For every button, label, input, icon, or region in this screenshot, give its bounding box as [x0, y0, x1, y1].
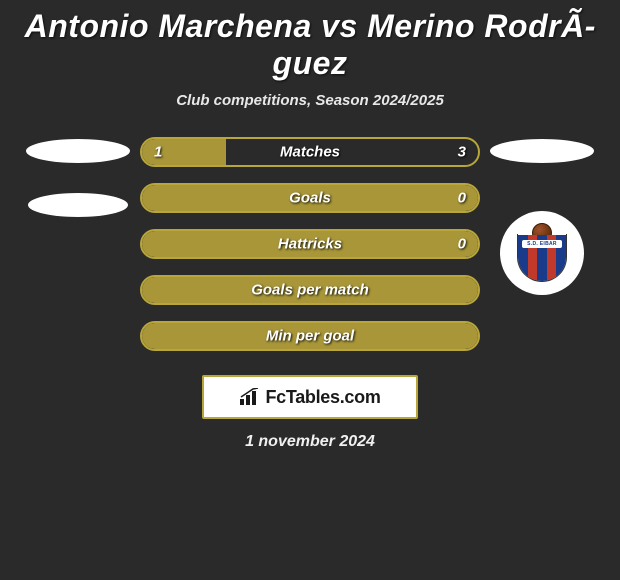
date-label: 1 november 2024: [8, 433, 612, 451]
bar-value-left: 1: [154, 144, 162, 161]
team-b-badge: S.D. EIBAR: [500, 211, 584, 295]
bar-chart-icon: [239, 388, 261, 406]
stat-bar: Matches 1 3: [140, 137, 480, 167]
bar-value-right: 3: [458, 144, 466, 161]
eibar-shield-icon: S.D. EIBAR: [518, 225, 566, 281]
team-b-flag-placeholder: [490, 139, 594, 163]
watermark-text: FcTables.com: [265, 387, 380, 408]
stat-bar: Goals 0: [140, 183, 480, 213]
watermark-box: FcTables.com: [202, 375, 418, 419]
shield-banner-text: S.D. EIBAR: [522, 240, 562, 248]
bar-label: Goals per match: [251, 282, 369, 299]
bar-label: Min per goal: [266, 328, 354, 345]
bar-label: Matches: [280, 144, 340, 161]
bar-label: Hattricks: [278, 236, 342, 253]
stat-bar: Goals per match: [140, 275, 480, 305]
stat-bar: Hattricks 0: [140, 229, 480, 259]
right-team-column: S.D. EIBAR: [482, 137, 602, 295]
stat-bar: Min per goal: [140, 321, 480, 351]
team-a-badge-placeholder: [28, 193, 128, 217]
stats-area: Matches 1 3 Goals 0 Hattricks 0 Goals per match…: [8, 137, 612, 367]
comparison-infographic: Antonio Marchena vs Merino RodrÃ­guez Cl…: [0, 0, 620, 451]
page-title: Antonio Marchena vs Merino RodrÃ­guez: [8, 8, 612, 82]
subtitle: Club competitions, Season 2024/2025: [8, 92, 612, 109]
bar-label: Goals: [289, 190, 331, 207]
bar-value-right: 0: [458, 236, 466, 253]
bar-value-right: 0: [458, 190, 466, 207]
team-a-flag-placeholder: [26, 139, 130, 163]
comparison-bars: Matches 1 3 Goals 0 Hattricks 0 Goals per match…: [138, 137, 482, 367]
left-team-column: [18, 137, 138, 217]
